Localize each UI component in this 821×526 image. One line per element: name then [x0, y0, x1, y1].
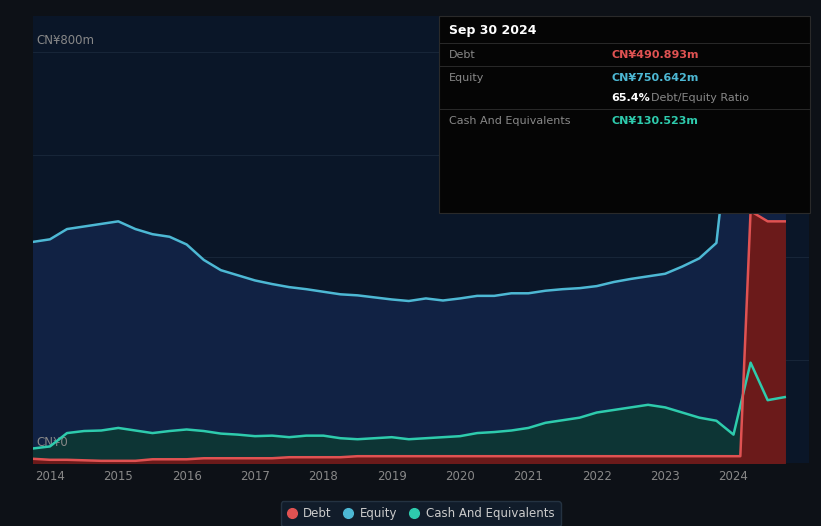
- Text: CN¥750.642m: CN¥750.642m: [612, 73, 699, 83]
- Text: CN¥490.893m: CN¥490.893m: [612, 49, 699, 60]
- Text: Sep 30 2024: Sep 30 2024: [449, 24, 537, 37]
- Text: Equity: Equity: [449, 73, 484, 83]
- Text: CN¥130.523m: CN¥130.523m: [612, 116, 699, 126]
- Text: CN¥0: CN¥0: [37, 437, 68, 449]
- Text: CN¥800m: CN¥800m: [37, 34, 94, 47]
- Text: Debt/Equity Ratio: Debt/Equity Ratio: [651, 93, 749, 103]
- Text: Debt: Debt: [449, 49, 476, 60]
- Text: Cash And Equivalents: Cash And Equivalents: [449, 116, 571, 126]
- Text: 65.4%: 65.4%: [612, 93, 650, 103]
- Legend: Debt, Equity, Cash And Equivalents: Debt, Equity, Cash And Equivalents: [281, 501, 561, 526]
